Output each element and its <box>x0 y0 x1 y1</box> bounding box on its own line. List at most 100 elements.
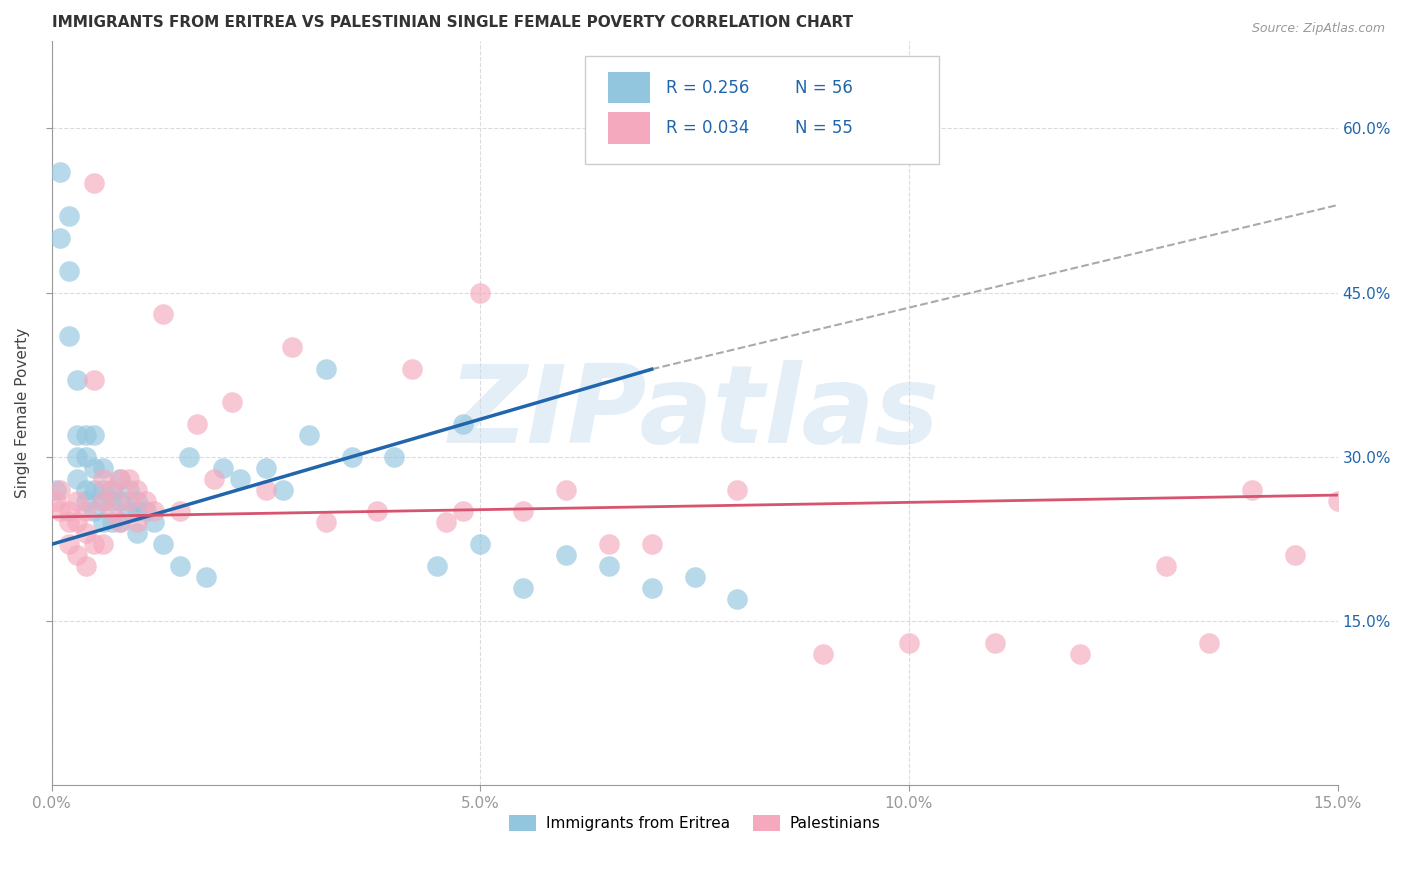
Point <box>470 285 492 300</box>
Point <box>100 493 122 508</box>
Point <box>683 570 706 584</box>
Point <box>83 537 105 551</box>
Point <box>118 472 141 486</box>
Point <box>108 516 131 530</box>
Point <box>127 516 149 530</box>
Point <box>83 460 105 475</box>
Point <box>811 647 834 661</box>
Y-axis label: Single Female Poverty: Single Female Poverty <box>15 328 30 498</box>
Text: R = 0.256: R = 0.256 <box>666 78 749 96</box>
Point <box>1198 636 1220 650</box>
Point <box>641 581 664 595</box>
Point <box>66 373 89 387</box>
Text: ZIPatlas: ZIPatlas <box>449 360 941 466</box>
Point <box>118 504 141 518</box>
Point <box>598 559 620 574</box>
Point <box>641 537 664 551</box>
Point <box>194 570 217 584</box>
Point <box>229 472 252 486</box>
Point <box>49 165 72 179</box>
Point <box>271 483 294 497</box>
Text: Source: ZipAtlas.com: Source: ZipAtlas.com <box>1251 22 1385 36</box>
Point <box>1069 647 1091 661</box>
Point <box>512 504 534 518</box>
Point <box>49 504 72 518</box>
Text: R = 0.034: R = 0.034 <box>666 119 749 137</box>
Point <box>426 559 449 574</box>
Point <box>58 537 80 551</box>
Point <box>298 428 321 442</box>
Point <box>169 504 191 518</box>
Point <box>83 373 105 387</box>
Point <box>434 516 457 530</box>
Point <box>66 428 89 442</box>
Point <box>152 308 174 322</box>
Point <box>177 450 200 464</box>
Point <box>1154 559 1177 574</box>
Point <box>118 493 141 508</box>
Point <box>315 516 337 530</box>
Point <box>91 516 114 530</box>
Point <box>1240 483 1263 497</box>
Point <box>598 537 620 551</box>
Point <box>75 483 97 497</box>
Point <box>75 428 97 442</box>
Point <box>91 460 114 475</box>
Point <box>451 417 474 431</box>
Point <box>100 516 122 530</box>
Point <box>49 483 72 497</box>
Point <box>1326 493 1348 508</box>
Point <box>108 472 131 486</box>
Point <box>83 504 105 518</box>
Point <box>75 559 97 574</box>
Point <box>108 493 131 508</box>
Point <box>254 483 277 497</box>
Point <box>49 231 72 245</box>
Point <box>45 493 67 508</box>
Point <box>186 417 208 431</box>
Legend: Immigrants from Eritrea, Palestinians: Immigrants from Eritrea, Palestinians <box>503 809 886 837</box>
Point <box>254 460 277 475</box>
Point <box>58 263 80 277</box>
Point <box>83 176 105 190</box>
Point <box>75 526 97 541</box>
Point <box>66 472 89 486</box>
Point <box>470 537 492 551</box>
Point <box>75 504 97 518</box>
Point <box>91 472 114 486</box>
Point <box>512 581 534 595</box>
Point <box>118 483 141 497</box>
Point <box>555 483 578 497</box>
Point <box>1284 548 1306 562</box>
Point <box>135 493 157 508</box>
Point <box>340 450 363 464</box>
Point <box>212 460 235 475</box>
Point <box>66 493 89 508</box>
Point <box>384 450 406 464</box>
Point <box>100 483 122 497</box>
Point <box>75 493 97 508</box>
Point <box>91 493 114 508</box>
Point <box>152 537 174 551</box>
Point <box>100 483 122 497</box>
Point <box>108 516 131 530</box>
Point <box>451 504 474 518</box>
Point <box>91 537 114 551</box>
Point <box>555 548 578 562</box>
Point <box>83 483 105 497</box>
FancyBboxPatch shape <box>585 56 939 164</box>
Point <box>401 362 423 376</box>
Point <box>58 516 80 530</box>
Point <box>58 209 80 223</box>
Point <box>221 395 243 409</box>
Point <box>127 526 149 541</box>
Point <box>91 493 114 508</box>
Point <box>66 548 89 562</box>
Point <box>280 340 302 354</box>
Point <box>143 516 166 530</box>
Text: N = 55: N = 55 <box>794 119 853 137</box>
Point <box>45 483 67 497</box>
Point <box>91 483 114 497</box>
Point <box>315 362 337 376</box>
Point <box>66 450 89 464</box>
